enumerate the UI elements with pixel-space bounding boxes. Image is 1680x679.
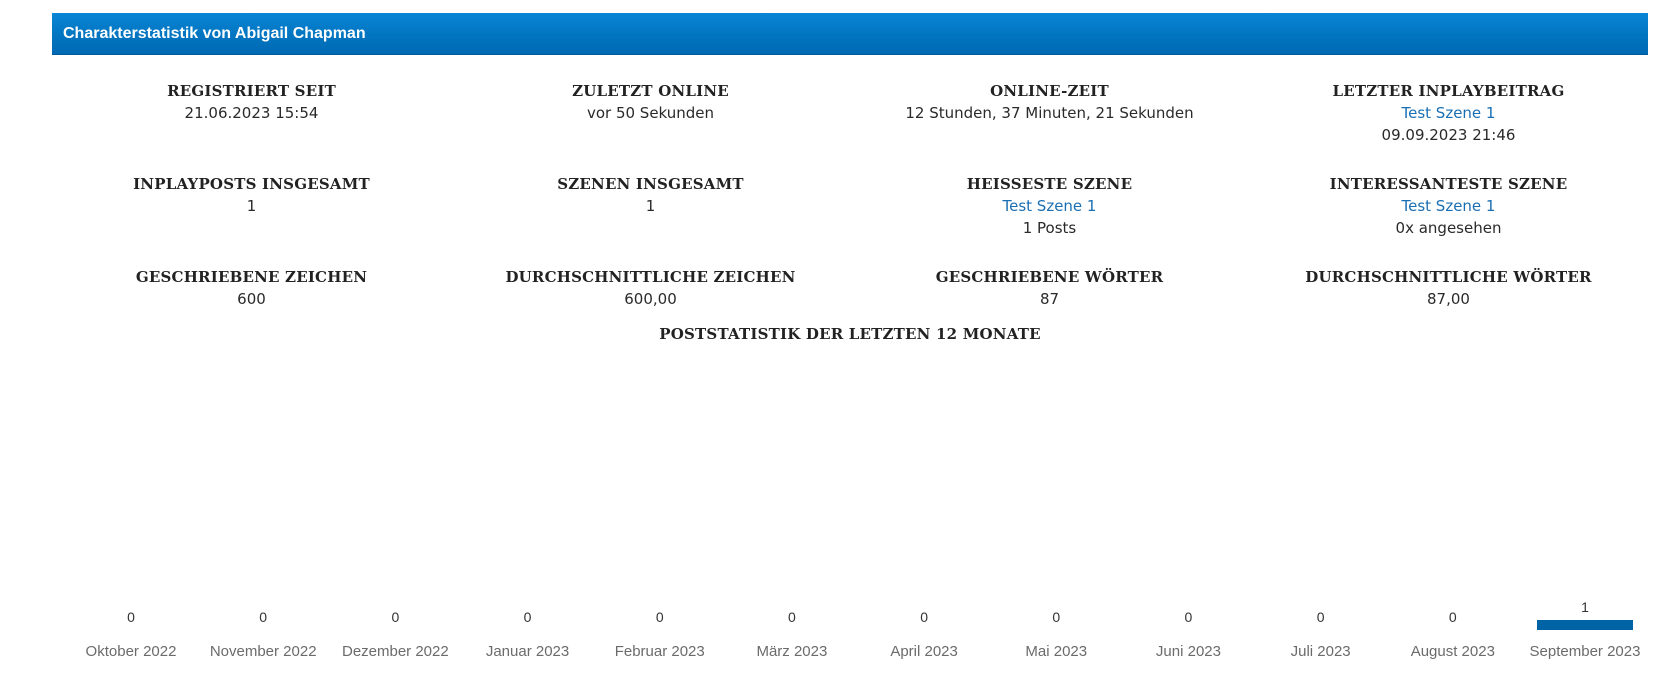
stat-label: HEISSESTE SZENE (966, 175, 1133, 193)
category-label: Dezember 2022 (342, 643, 449, 660)
chart-title: POSTSTATISTIK DER LETZTEN 12 MONATE (659, 325, 1041, 343)
category-label: April 2023 (890, 643, 958, 660)
category-label: Juli 2023 (1291, 643, 1351, 660)
category-label: September 2023 (1530, 643, 1641, 660)
stat-characters-average: DURCHSCHNITTLICHE ZEICHEN 600,00 (451, 266, 850, 359)
stat-label: LETZTER INPLAYBEITRAG (1332, 82, 1565, 100)
stat-label: DURCHSCHNITTLICHE WÖRTER (1305, 268, 1592, 286)
category-label: Januar 2023 (486, 643, 569, 660)
bar-value-label: 0 (391, 609, 399, 625)
category-label: Oktober 2022 (86, 643, 177, 660)
panel-header: Charakterstatistik von Abigail Chapman (52, 13, 1648, 55)
stat-value: 21.06.2023 15:54 (184, 104, 319, 122)
stat-inplay-posts-total: INPLAYPOSTS INSGESAMT 1 (52, 173, 451, 266)
stat-label: GESCHRIEBENE ZEICHEN (135, 268, 368, 286)
stat-words-average: DURCHSCHNITTLICHE WÖRTER 87,00 (1249, 266, 1648, 359)
bar-value-label: 0 (1052, 609, 1060, 625)
stat-label: INPLAYPOSTS INSGESAMT (133, 175, 370, 193)
bar-value-label: 0 (920, 609, 928, 625)
bar-value-label: 0 (127, 609, 135, 625)
bar-value-label: 0 (1185, 609, 1193, 625)
last-inplay-post-link[interactable]: Test Szene 1 (1401, 104, 1496, 122)
stat-words-written: GESCHRIEBENE WÖRTER 87 (850, 266, 1249, 359)
bar-value-label: 0 (656, 609, 664, 625)
category-label: Juni 2023 (1156, 643, 1221, 660)
bar-value-label: 0 (788, 609, 796, 625)
bar-value-label: 0 (259, 609, 267, 625)
stat-label: INTERESSANTESTE SZENE (1329, 175, 1568, 193)
stat-scenes-total: SZENEN INSGESAMT 1 (451, 173, 850, 266)
category-label: Februar 2023 (615, 643, 705, 660)
stat-label: ZULETZT ONLINE (572, 82, 729, 100)
bar-value-label: 0 (524, 609, 532, 625)
stats-grid: REGISTRIERT SEIT 21.06.2023 15:54 ZULETZ… (52, 80, 1648, 359)
stat-registered: REGISTRIERT SEIT 21.06.2023 15:54 (52, 80, 451, 173)
stat-value: 87,00 (1427, 290, 1470, 308)
stat-value: 87 (1039, 290, 1060, 308)
stat-value: vor 50 Sekunden (586, 104, 715, 122)
stat-value: 1 Posts (1022, 219, 1077, 237)
stat-label: ONLINE-ZEIT (990, 82, 1109, 100)
stat-value: 09.09.2023 21:46 (1381, 126, 1516, 144)
stat-value: 12 Stunden, 37 Minuten, 21 Sekunden (905, 104, 1194, 122)
stat-last-online: ZULETZT ONLINE vor 50 Sekunden (451, 80, 850, 173)
stat-value: 600 (237, 290, 266, 308)
category-label: November 2022 (210, 643, 317, 660)
stat-label: REGISTRIERT SEIT (167, 82, 336, 100)
statistics-panel: Charakterstatistik von Abigail Chapman (52, 13, 1648, 55)
stat-label: SZENEN INSGESAMT (557, 175, 744, 193)
bar (1537, 620, 1633, 630)
most-interesting-scene-link[interactable]: Test Szene 1 (1401, 197, 1496, 215)
stat-value: 0x angesehen (1395, 219, 1502, 237)
category-label: August 2023 (1411, 643, 1495, 660)
page-title: Charakterstatistik von Abigail Chapman (63, 24, 366, 42)
bar-value-label: 0 (1317, 609, 1325, 625)
stat-hottest-scene: HEISSESTE SZENE Test Szene 1 1 Posts (850, 173, 1249, 266)
stat-value: 600,00 (624, 290, 677, 308)
bar-value-label: 1 (1581, 599, 1589, 615)
hottest-scene-link[interactable]: Test Szene 1 (1002, 197, 1097, 215)
stat-value: 1 (246, 197, 257, 215)
stat-most-interesting-scene: INTERESSANTESTE SZENE Test Szene 1 0x an… (1249, 173, 1648, 266)
stat-label: DURCHSCHNITTLICHE ZEICHEN (505, 268, 796, 286)
stat-characters-written: GESCHRIEBENE ZEICHEN 600 (52, 266, 451, 359)
stat-value: 1 (645, 197, 656, 215)
stat-last-inplay-post: LETZTER INPLAYBEITRAG Test Szene 1 09.09… (1249, 80, 1648, 173)
bar-value-label: 0 (1449, 609, 1457, 625)
category-label: März 2023 (756, 643, 827, 660)
stat-online-time: ONLINE-ZEIT 12 Stunden, 37 Minuten, 21 S… (850, 80, 1249, 173)
stat-label: GESCHRIEBENE WÖRTER (935, 268, 1164, 286)
category-label: Mai 2023 (1025, 643, 1087, 660)
